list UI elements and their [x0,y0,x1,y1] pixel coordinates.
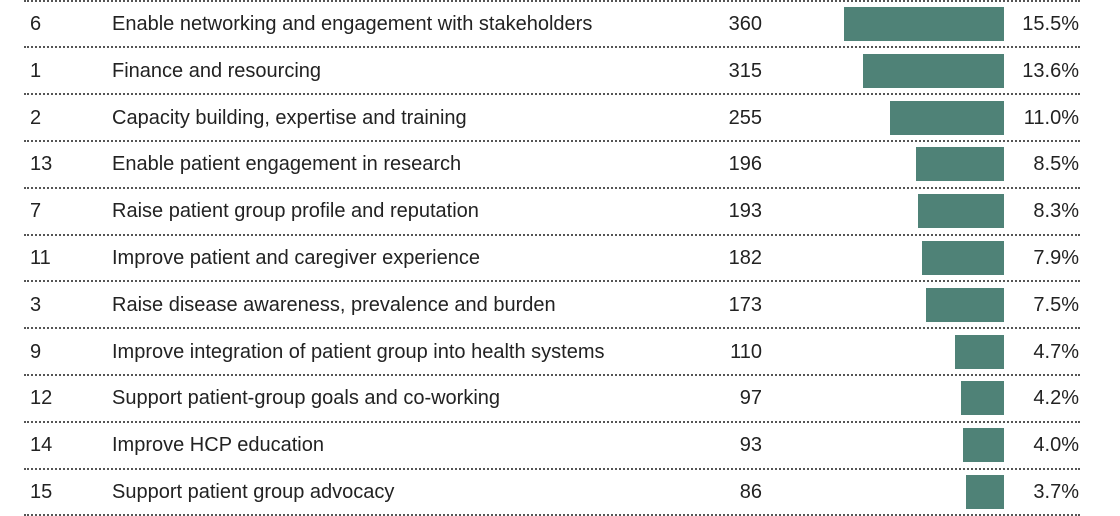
objective-label: Improve HCP education [112,434,324,457]
objective-label: Improve integration of patient group int… [112,340,605,363]
percentage-label: 4.2% [1033,387,1079,410]
row-divider [24,46,1080,49]
objective-label: Improve patient and caregiver experience [112,246,480,269]
objective-number: 14 [30,434,53,457]
row-divider [24,93,1080,96]
row-divider [24,186,1080,189]
objective-number: 1 [30,59,42,82]
percentage-bar [843,6,1004,41]
percentage-bar [916,147,1004,182]
mention-count: 97 [739,387,762,410]
objective-number: 7 [30,200,42,223]
percentage-label: 4.0% [1033,434,1079,457]
objective-label: Raise disease awareness, prevalence and … [112,293,556,316]
objective-label: Support patient-group goals and co-worki… [112,387,501,410]
objective-label: Enable patient engagement in research [112,153,462,176]
mention-count: 255 [728,106,762,129]
table-row: 14 Improve HCP education 93 4.0% [0,422,1120,469]
percentage-label: 7.9% [1033,246,1079,269]
objective-number: 9 [30,340,42,363]
row-divider [24,233,1080,236]
percentage-label: 8.3% [1033,200,1079,223]
row-divider [24,280,1080,283]
percentage-bar [960,381,1004,416]
percentage-bar [918,194,1004,229]
percentage-bar [955,334,1004,369]
percentage-bar [890,100,1004,135]
row-divider [24,140,1080,142]
mention-count: 193 [728,200,762,223]
percentage-label: 7.5% [1033,293,1079,316]
objective-label: Finance and resourcing [112,59,322,82]
table-row: 11 Improve patient and caregiver experien… [0,235,1120,282]
row-divider [24,0,1080,2]
objective-number: 6 [30,12,42,35]
table-row: 6 Enable networking and engagement with s… [0,1,1120,48]
mention-count: 173 [728,293,762,316]
objective-number: 15 [30,480,53,503]
table-row: 1 Finance and resourcing 315 13.6% [0,47,1120,94]
percentage-label: 13.6% [1022,59,1079,82]
table-row: 9 Improve integration of patient group in… [0,328,1120,375]
row-divider [24,467,1080,470]
table-row: 15 Support patient group advocacy 86 3.7% [0,469,1120,516]
objective-number: 3 [30,293,42,316]
objective-label: Support patient group advocacy [112,480,395,503]
percentage-bar [863,53,1004,88]
percentage-label: 11.0% [1023,106,1079,129]
table-row: 13 Enable patient engagement in research 1… [0,141,1120,188]
row-divider [24,420,1080,423]
percentage-bar [922,240,1004,275]
objective-label: Enable networking and engagement with st… [112,12,593,35]
row-divider [24,327,1080,330]
mention-count: 93 [739,434,762,457]
percentage-label: 8.5% [1033,153,1079,176]
objective-number: 13 [30,153,53,176]
percentage-bar [962,428,1004,463]
mention-count: 110 [730,340,762,363]
percentage-label: 4.7% [1033,340,1079,363]
table-row: 12 Support patient-group goals and co-wor… [0,375,1120,422]
mention-count: 315 [728,59,762,82]
table-row: 3 Raise disease awareness, prevalence and… [0,281,1120,328]
row-divider [24,374,1080,376]
mention-count: 86 [739,480,762,503]
percentage-bar [926,287,1004,322]
percentage-label: 15.5% [1022,12,1079,35]
percentage-label: 3.7% [1033,480,1079,503]
percentage-bar [965,474,1004,509]
objective-label: Capacity building, expertise and trainin… [112,106,467,129]
objective-number: 12 [30,387,53,410]
table-row: 7 Raise patient group profile and reputat… [0,188,1120,235]
mention-count: 196 [728,153,762,176]
objective-label: Raise patient group profile and reputati… [112,200,479,223]
mention-count: 182 [728,246,762,269]
objective-number: 2 [30,106,42,129]
table-row: 2 Capacity building, expertise and traini… [0,94,1120,141]
mention-count: 360 [728,12,762,35]
objective-number: 11 [30,246,51,269]
